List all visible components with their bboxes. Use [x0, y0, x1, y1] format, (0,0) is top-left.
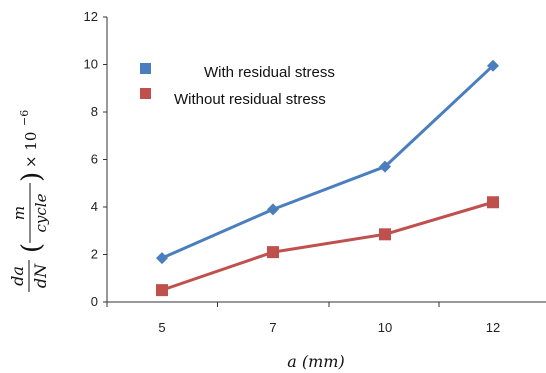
y-axis-title-unit-cycle: cycle [32, 193, 50, 232]
y-axis-title-right-paren: ) [17, 172, 47, 182]
x-tick-label: 12 [486, 320, 500, 335]
y-tick-label: 4 [91, 199, 98, 214]
y-axis-title-unit-m: m [10, 206, 28, 220]
x-axis-title-text: a (mm) [287, 352, 344, 371]
data-point [487, 59, 499, 72]
x-axis-title: a (mm) [287, 352, 344, 371]
y-tick-label: 0 [91, 294, 98, 309]
series-layer [156, 59, 499, 297]
y-axis-title: da dN ( m cycle ) × 10 −6 [8, 110, 50, 292]
y-axis-title-exponent: −6 [18, 110, 31, 126]
y-axis-title-multiplier: × 10 [22, 132, 40, 168]
series-with-residual-stress [156, 59, 499, 265]
x-tick-label: 5 [158, 320, 165, 335]
legend-marker-without-residual-stress [140, 88, 151, 99]
x-tick-label: 7 [269, 320, 276, 335]
legend-label-with-residual-stress: With residual stress [204, 64, 335, 81]
series-line [161, 200, 494, 292]
y-tick-label: 10 [84, 57, 98, 72]
data-point [267, 246, 279, 259]
data-point [487, 196, 499, 209]
data-point [156, 252, 168, 265]
axes: 0 2 4 6 8 10 12 5 7 10 12 [84, 9, 546, 335]
legend: With residual stress Without residual st… [140, 63, 335, 108]
y-tick-label: 6 [91, 152, 98, 167]
y-axis-title-left-paren: ( [17, 243, 47, 253]
series-line [161, 64, 495, 260]
series-without-residual-stress [156, 196, 499, 297]
y-tick-label: 8 [91, 104, 98, 119]
data-point [267, 203, 279, 216]
y-axis-title-dn: dN [31, 263, 50, 288]
legend-marker-with-residual-stress [140, 63, 151, 74]
legend-label-without-residual-stress: Without residual stress [174, 91, 326, 108]
y-tick-label: 2 [91, 247, 98, 262]
y-axis-title-da: da [8, 266, 27, 286]
data-point [379, 228, 391, 241]
x-tick-label: 10 [378, 320, 392, 335]
y-tick-label: 12 [84, 9, 98, 24]
data-point [156, 284, 168, 297]
data-point [379, 160, 391, 173]
